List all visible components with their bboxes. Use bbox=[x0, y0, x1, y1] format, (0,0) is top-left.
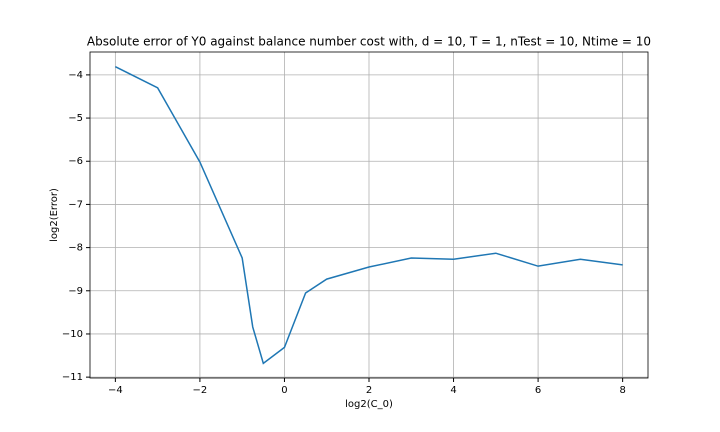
x-tick-label: 4 bbox=[450, 385, 456, 396]
x-axis-label: log2(C_0) bbox=[345, 399, 393, 410]
plot-frame bbox=[89, 51, 649, 379]
y-axis-label: log2(Error) bbox=[49, 188, 60, 242]
x-tick-label: 2 bbox=[366, 385, 372, 396]
y-tick-label: −6 bbox=[68, 156, 83, 167]
y-tick-label: −5 bbox=[68, 113, 83, 124]
y-tick-label: −4 bbox=[68, 70, 83, 81]
y-tick-label: −10 bbox=[62, 329, 83, 340]
x-tick-label: 6 bbox=[535, 385, 541, 396]
x-tick-label: 8 bbox=[619, 385, 625, 396]
x-tick-label: −4 bbox=[108, 385, 123, 396]
line-series bbox=[115, 66, 623, 365]
x-tick-label: −2 bbox=[193, 385, 208, 396]
x-tick-label: 0 bbox=[281, 385, 287, 396]
chart-title: Absolute error of Y0 against balance num… bbox=[87, 35, 651, 49]
y-tick-label: −7 bbox=[68, 199, 83, 210]
y-tick-label: −11 bbox=[62, 372, 83, 383]
y-tick-label: −8 bbox=[68, 243, 83, 254]
y-tick-label: −9 bbox=[68, 286, 83, 297]
